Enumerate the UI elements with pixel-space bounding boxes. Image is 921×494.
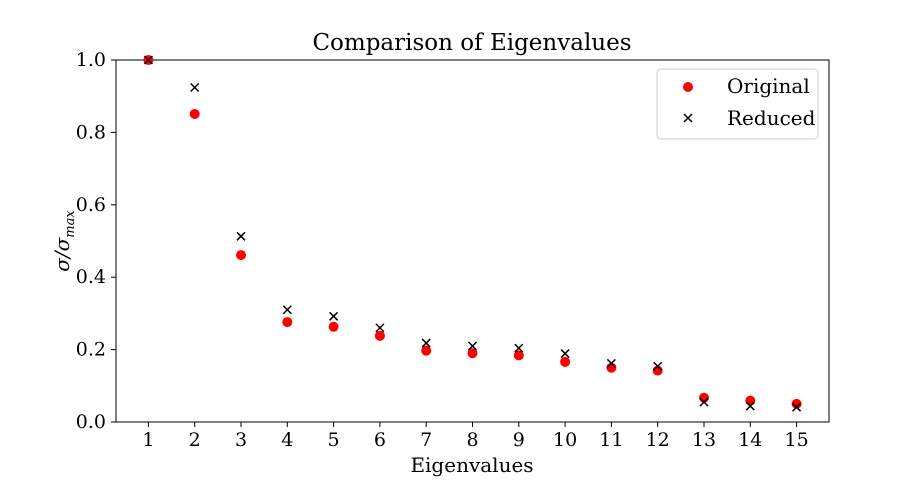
point-original — [328, 321, 339, 332]
point-original — [282, 317, 293, 328]
point-reduced — [282, 305, 292, 315]
x-tick-label: 9 — [513, 429, 525, 451]
point-reduced — [745, 401, 755, 411]
y-axis-title-subscript: max — [63, 210, 78, 238]
point-original — [189, 108, 200, 119]
y-axis-ticks: 0.0 0.2 0.4 0.6 0.8 1.0 — [76, 49, 116, 433]
legend: Original Reduced — [656, 68, 819, 140]
chart-title: Comparison of Eigenvalues — [312, 30, 631, 56]
data-marks — [143, 55, 802, 412]
x-tick-label: 12 — [646, 429, 670, 451]
point-original — [513, 350, 524, 361]
x-tick-label: 13 — [692, 429, 716, 451]
x-tick-label: 2 — [189, 429, 201, 451]
point-original — [236, 250, 247, 261]
x-tick-label: 11 — [599, 429, 623, 451]
x-tick-label: 3 — [235, 429, 247, 451]
point-original — [374, 330, 385, 341]
x-axis-ticks: 1 2 3 4 5 6 7 8 9 10 11 12 13 14 15 — [142, 422, 809, 451]
y-axis-title-main: σ/σ — [50, 236, 74, 271]
x-tick-label: 4 — [281, 429, 293, 451]
point-reduced — [653, 361, 663, 371]
x-tick-label: 10 — [553, 429, 577, 451]
x-tick-label: 1 — [142, 429, 154, 451]
x-tick-label: 14 — [738, 429, 762, 451]
point-reduced — [329, 311, 339, 321]
x-tick-label: 6 — [374, 429, 386, 451]
y-tick-label: 1.0 — [76, 49, 106, 71]
x-axis-title: Eigenvalues — [410, 453, 533, 477]
y-tick-label: 0.4 — [76, 266, 106, 288]
y-tick-label: 0.0 — [76, 411, 106, 433]
point-original — [745, 395, 756, 406]
point-reduced — [190, 82, 200, 93]
x-tick-label: 15 — [784, 429, 808, 451]
y-axis-title: σ/σmax — [50, 210, 78, 272]
legend-marker-reduced — [683, 113, 693, 123]
legend-label-original: Original — [727, 74, 810, 98]
x-tick-label: 8 — [466, 429, 478, 451]
point-reduced — [143, 55, 153, 65]
point-reduced — [699, 397, 709, 407]
point-original — [467, 348, 478, 359]
y-tick-label: 0.6 — [76, 194, 106, 216]
y-tick-label: 0.2 — [76, 339, 106, 361]
point-original — [421, 345, 432, 356]
point-reduced — [421, 338, 431, 348]
point-original — [560, 356, 571, 367]
point-reduced — [792, 402, 802, 412]
point-original — [791, 398, 802, 409]
y-tick-label: 0.8 — [76, 121, 106, 143]
point-reduced — [375, 323, 385, 333]
legend-box — [656, 68, 819, 140]
legend-label-reduced: Reduced — [727, 106, 816, 130]
x-tick-label: 7 — [420, 429, 432, 451]
point-reduced — [560, 349, 570, 359]
x-tick-label: 5 — [328, 429, 340, 451]
legend-marker-original — [683, 82, 693, 92]
point-reduced — [514, 343, 524, 353]
point-reduced — [606, 358, 616, 368]
point-reduced — [236, 231, 246, 241]
point-reduced — [467, 341, 478, 351]
